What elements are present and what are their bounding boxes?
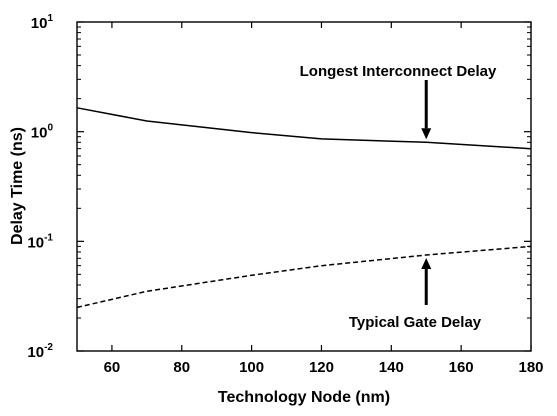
- x-tick-label: 60: [104, 359, 121, 376]
- annotation-arrow-head: [421, 128, 432, 140]
- tick-labels: 60 80 100 120 140 160 180 10-2 10-1 100 101: [27, 13, 543, 376]
- annotation-arrow-head: [421, 258, 432, 270]
- x-axis-title: Technology Node (nm): [218, 389, 390, 406]
- y-tick-label: 101: [31, 13, 54, 32]
- annotation-layer: [421, 80, 432, 305]
- annotation-typical-gate-delay: Typical Gate Delay: [349, 314, 482, 331]
- series-line-interconnect-delay: [76, 107, 532, 150]
- y-tick-label: 100: [31, 123, 54, 142]
- y-tick-label: 10-2: [27, 342, 53, 361]
- x-tick-label: 100: [239, 359, 264, 376]
- x-tick-label: 180: [518, 359, 543, 376]
- x-tick-label: 160: [449, 359, 474, 376]
- series-line-gate-delay: [76, 245, 532, 309]
- y-tick-label: 10-1: [27, 232, 53, 251]
- annotation-longest-interconnect-delay: Longest Interconnect Delay: [300, 63, 497, 80]
- x-tick-label: 80: [173, 359, 190, 376]
- y-axis-title: Delay Time (ns): [9, 127, 26, 245]
- x-tick-label: 120: [309, 359, 334, 376]
- plot-frame: [76, 21, 532, 352]
- x-tick-label: 140: [379, 359, 404, 376]
- series-layer: [76, 107, 532, 309]
